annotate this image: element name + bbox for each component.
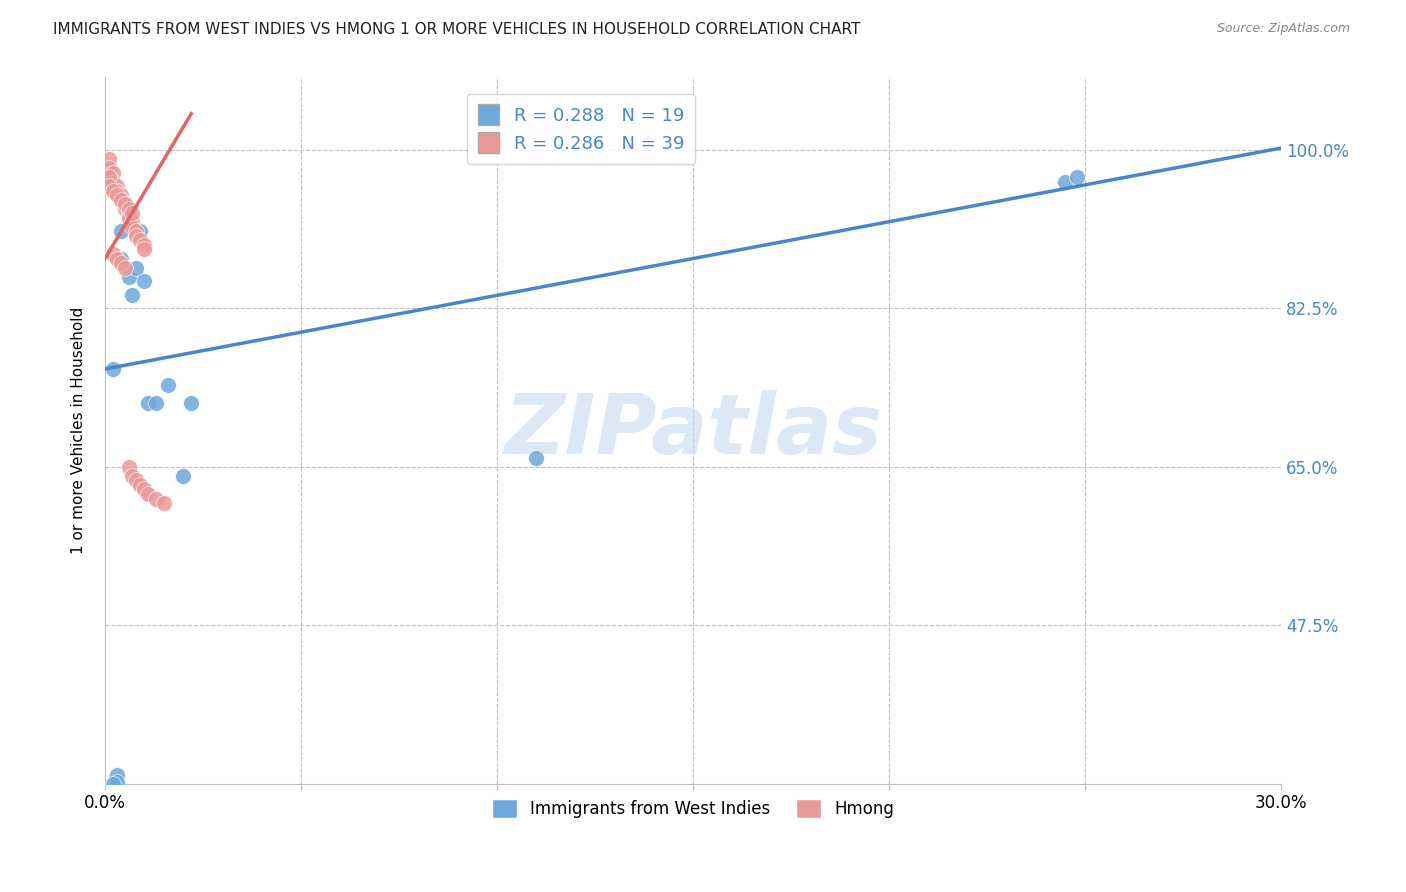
Point [105,775,128,789]
Point [145,491,167,506]
Point [105,179,128,194]
Point [110,188,132,202]
Point [101,184,124,198]
Point [117,206,139,220]
Point [134,483,156,497]
Point [97,161,120,175]
Point [114,197,136,211]
Point [110,252,132,266]
Point [180,396,202,410]
Point [524,450,547,465]
Point [134,238,156,252]
Point [105,767,128,781]
Point [101,777,124,791]
Point [117,459,139,474]
Point [156,378,179,392]
Point [121,287,143,301]
Point [97,152,120,166]
Text: Source: ZipAtlas.com: Source: ZipAtlas.com [1216,22,1350,36]
Point [114,197,136,211]
Point [101,362,124,376]
Point [125,260,148,275]
Point [101,175,124,189]
Point [136,396,159,410]
Point [134,243,156,257]
Point [117,269,139,284]
Point [110,224,132,238]
Text: ZIPatlas: ZIPatlas [503,390,882,471]
Point [101,247,124,261]
Point [114,260,136,275]
Point [121,219,143,234]
Point [125,228,148,243]
Point [110,193,132,207]
Point [117,211,139,225]
Point [105,184,128,198]
Point [121,468,143,483]
Y-axis label: 1 or more Vehicles in Household: 1 or more Vehicles in Household [72,307,86,554]
Point [129,224,152,238]
Point [97,179,120,194]
Point [145,396,167,410]
Point [117,202,139,216]
Point [129,234,152,248]
Point [125,474,148,488]
Point [121,206,143,220]
Point [136,487,159,501]
Point [134,274,156,288]
Text: IMMIGRANTS FROM WEST INDIES VS HMONG 1 OR MORE VEHICLES IN HOUSEHOLD CORRELATION: IMMIGRANTS FROM WEST INDIES VS HMONG 1 O… [53,22,860,37]
Point [1066,169,1088,184]
Point [101,165,124,179]
Point [172,468,194,483]
Point [105,188,128,202]
Point [121,215,143,229]
Point [105,252,128,266]
Legend: Immigrants from West Indies, Hmong: Immigrants from West Indies, Hmong [485,792,900,825]
Point [97,169,120,184]
Point [152,496,174,510]
Point [114,202,136,216]
Point [129,478,152,492]
Point [1054,175,1077,189]
Point [125,224,148,238]
Point [110,256,132,270]
Point [110,193,132,207]
